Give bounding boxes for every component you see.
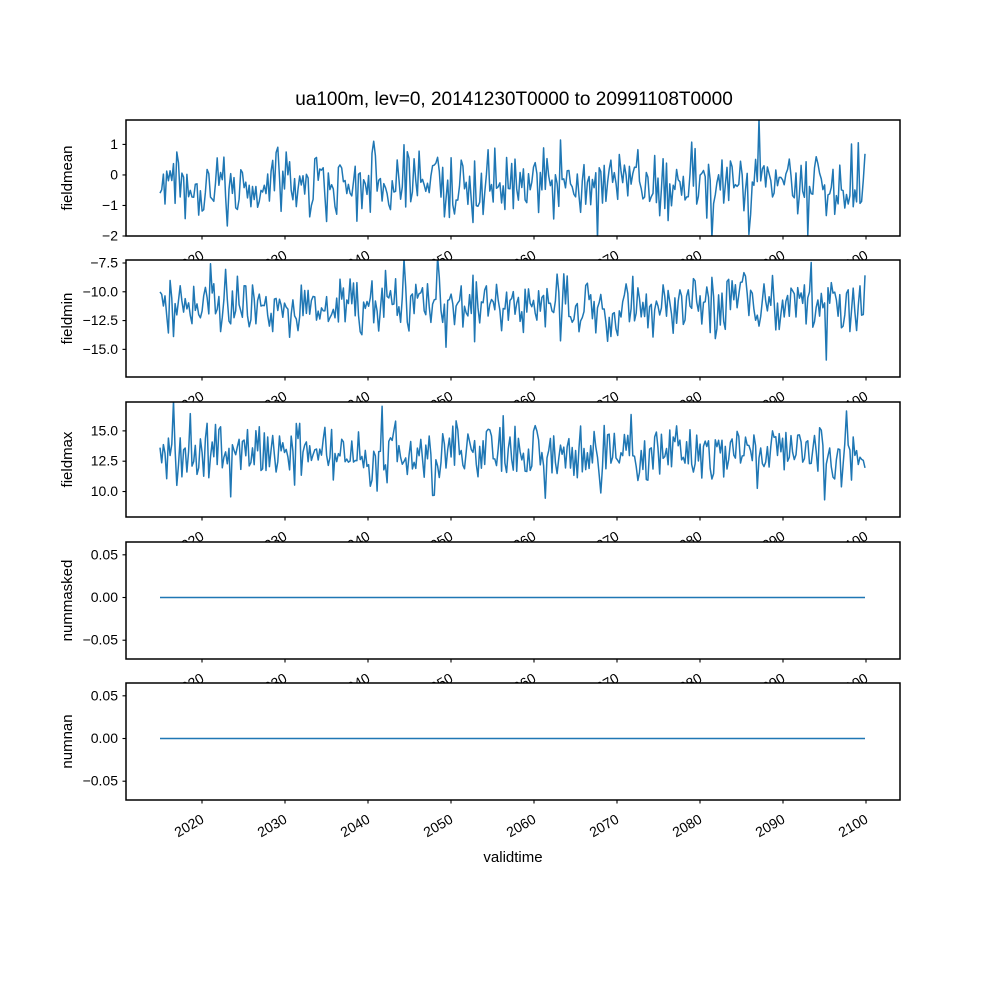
svg-text:−12.5: −12.5 [83, 312, 119, 328]
svg-text:numnan: numnan [59, 714, 76, 768]
svg-text:validtime: validtime [483, 849, 542, 866]
svg-text:−15.0: −15.0 [83, 341, 119, 357]
svg-text:fieldmean: fieldmean [59, 145, 76, 210]
svg-text:−1: −1 [102, 197, 118, 213]
svg-text:−0.05: −0.05 [83, 773, 119, 789]
svg-text:−7.5: −7.5 [90, 254, 118, 270]
svg-text:0.00: 0.00 [91, 730, 118, 746]
svg-text:fieldmax: fieldmax [59, 431, 76, 487]
svg-text:−2: −2 [102, 228, 118, 244]
svg-text:fieldmin: fieldmin [59, 293, 76, 345]
svg-text:10.0: 10.0 [91, 483, 118, 499]
svg-text:0.05: 0.05 [91, 687, 118, 703]
svg-text:0.05: 0.05 [91, 546, 118, 562]
svg-text:1: 1 [110, 136, 118, 152]
svg-text:ua100m, lev=0, 20141230T0000 t: ua100m, lev=0, 20141230T0000 to 20991108… [295, 89, 733, 110]
svg-text:12.5: 12.5 [91, 453, 118, 469]
svg-text:−10.0: −10.0 [83, 283, 119, 299]
svg-text:−0.05: −0.05 [83, 632, 119, 648]
svg-text:nummasked: nummasked [59, 560, 76, 642]
svg-text:0: 0 [110, 166, 118, 182]
svg-text:15.0: 15.0 [91, 422, 118, 438]
svg-text:0.00: 0.00 [91, 589, 118, 605]
